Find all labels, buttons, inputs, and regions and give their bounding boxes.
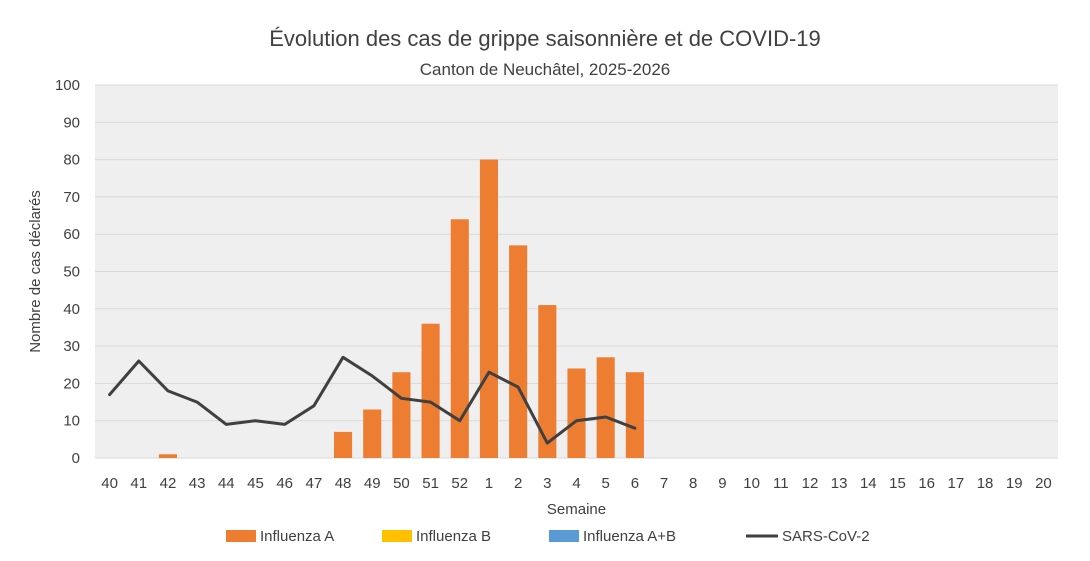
bar-influenza-a <box>567 368 586 458</box>
x-tick-label: 14 <box>860 475 877 492</box>
legend-label: Influenza B <box>416 528 491 545</box>
line-sars-cov-2 <box>108 355 637 445</box>
bar-influenza-a <box>509 245 528 458</box>
x-tick-label: 5 <box>602 475 610 492</box>
x-tick-label: 41 <box>130 475 147 492</box>
y-tick-label: 0 <box>72 450 80 467</box>
x-tick-label: 48 <box>335 475 352 492</box>
y-tick-label: 20 <box>63 375 80 392</box>
y-tick-label: 40 <box>63 301 80 318</box>
x-tick-label: 19 <box>1006 475 1023 492</box>
bar-influenza-a <box>421 323 440 458</box>
bar-influenza-a <box>363 409 382 458</box>
bar-influenza-a <box>596 357 615 458</box>
x-tick-label: 49 <box>364 475 381 492</box>
x-tick-label: 18 <box>977 475 994 492</box>
x-tick-label: 52 <box>451 475 468 492</box>
legend-swatch <box>549 530 579 542</box>
legend-label: Influenza A+B <box>583 528 676 545</box>
legend-swatch <box>226 530 256 542</box>
x-tick-label: 7 <box>660 475 668 492</box>
x-tick-label: 47 <box>306 475 323 492</box>
y-tick-label: 60 <box>63 226 80 243</box>
y-tick-label: 90 <box>63 114 80 131</box>
x-tick-label: 10 <box>743 475 760 492</box>
x-tick-label: 42 <box>160 475 177 492</box>
x-tick-label: 1 <box>485 475 493 492</box>
legend: Influenza A Influenza B Influenza A+B SARS-… <box>226 528 870 545</box>
y-tick-label: 50 <box>63 264 80 281</box>
chart-title: Évolution des cas de grippe saisonnière … <box>269 26 821 51</box>
lines <box>108 355 637 445</box>
y-axis-label: Nombre de cas déclarés <box>27 190 44 353</box>
chart-subtitle: Canton de Neuchâtel, 2025-2026 <box>420 60 670 79</box>
x-tick-label: 12 <box>802 475 819 492</box>
bar-influenza-a <box>333 431 353 458</box>
x-tick-label: 43 <box>189 475 206 492</box>
bar-influenza-a <box>158 454 178 458</box>
x-tick-label: 50 <box>393 475 410 492</box>
x-tick-label: 40 <box>101 475 118 492</box>
x-tick-label: 4 <box>572 475 580 492</box>
y-tick-label: 10 <box>63 413 80 430</box>
x-tick-label: 15 <box>889 475 906 492</box>
bar-influenza-a <box>538 305 557 458</box>
bar-influenza-a <box>479 159 499 458</box>
bar-influenza-a <box>450 219 469 458</box>
y-axis-ticks: 0 10 20 30 40 50 60 70 80 90 100 <box>55 77 80 467</box>
x-tick-label: 44 <box>218 475 235 492</box>
legend-label: SARS-CoV-2 <box>782 528 870 545</box>
y-tick-label: 80 <box>63 152 80 169</box>
x-tick-label: 8 <box>689 475 697 492</box>
x-axis-ticks: 40 41 42 43 44 45 46 47 48 49 50 51 52 1 2 3 4 5 6 7 8 9 10 11 1… <box>101 475 1052 492</box>
bar-influenza-a <box>625 372 644 458</box>
y-tick-label: 30 <box>63 338 80 355</box>
x-tick-label: 2 <box>514 475 522 492</box>
legend-label: Influenza A <box>260 528 334 545</box>
x-tick-label: 20 <box>1035 475 1052 492</box>
x-tick-label: 11 <box>773 475 789 492</box>
x-tick-label: 3 <box>543 475 551 492</box>
x-tick-label: 17 <box>948 475 965 492</box>
x-axis-label: Semaine <box>547 501 606 518</box>
x-tick-label: 16 <box>918 475 935 492</box>
y-tick-label: 100 <box>55 77 80 94</box>
x-tick-label: 45 <box>247 475 264 492</box>
x-tick-label: 6 <box>631 475 639 492</box>
x-tick-label: 46 <box>276 475 293 492</box>
x-tick-label: 13 <box>831 475 848 492</box>
x-tick-label: 51 <box>422 475 439 492</box>
y-tick-label: 70 <box>63 189 80 206</box>
bar-influenza-a <box>392 372 411 458</box>
bars <box>158 159 644 458</box>
x-tick-label: 9 <box>718 475 726 492</box>
legend-swatch <box>382 530 412 542</box>
